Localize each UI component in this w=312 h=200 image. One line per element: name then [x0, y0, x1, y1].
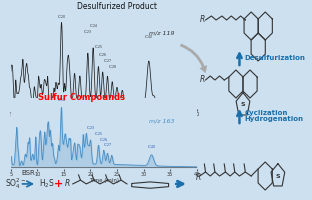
Text: R: R [196, 173, 202, 182]
Text: C$_{25}$: C$_{25}$ [94, 131, 103, 138]
X-axis label: Time (min): Time (min) [89, 178, 119, 183]
Text: C$_{40}$: C$_{40}$ [147, 143, 156, 151]
Text: +: + [54, 179, 63, 189]
Text: C$_{23}$: C$_{23}$ [86, 124, 95, 132]
Text: Desulfurization: Desulfurization [244, 55, 305, 61]
Text: BSR: BSR [22, 170, 35, 176]
X-axis label: Time (min): Time (min) [89, 118, 119, 123]
Text: C$_{27}$: C$_{27}$ [103, 141, 112, 149]
Text: C$_{26}$: C$_{26}$ [98, 51, 107, 59]
Text: m/z 119: m/z 119 [149, 30, 175, 35]
Text: C$_{25}$: C$_{25}$ [94, 44, 103, 51]
Text: S: S [241, 102, 245, 108]
Text: C$_{23}$: C$_{23}$ [83, 28, 92, 36]
Text: C$_{14}$: C$_{14}$ [57, 97, 66, 104]
Text: Cyclization
Hydrogenation: Cyclization Hydrogenation [244, 110, 303, 122]
Text: H$_2$S: H$_2$S [39, 178, 55, 190]
Text: R: R [200, 16, 205, 24]
FancyArrowPatch shape [180, 44, 207, 73]
Text: C$_{40}$: C$_{40}$ [144, 33, 153, 41]
Text: Sulfur Compounds: Sulfur Compounds [38, 93, 124, 102]
Text: Desulfurized Product: Desulfurized Product [77, 2, 157, 11]
Text: R: R [200, 75, 205, 84]
Text: C$_{24}$: C$_{24}$ [89, 22, 98, 30]
Text: SO$_4^{2-}$: SO$_4^{2-}$ [5, 176, 27, 191]
Text: C$_{27}$: C$_{27}$ [103, 57, 112, 65]
Text: S: S [275, 173, 280, 178]
Text: C$_{28}$: C$_{28}$ [108, 64, 117, 71]
Text: C$_{20}$: C$_{20}$ [57, 13, 66, 21]
Text: m/z 163: m/z 163 [149, 118, 175, 123]
Text: R: R [65, 179, 70, 188]
Text: C$_{26,}$: C$_{26,}$ [99, 136, 109, 144]
